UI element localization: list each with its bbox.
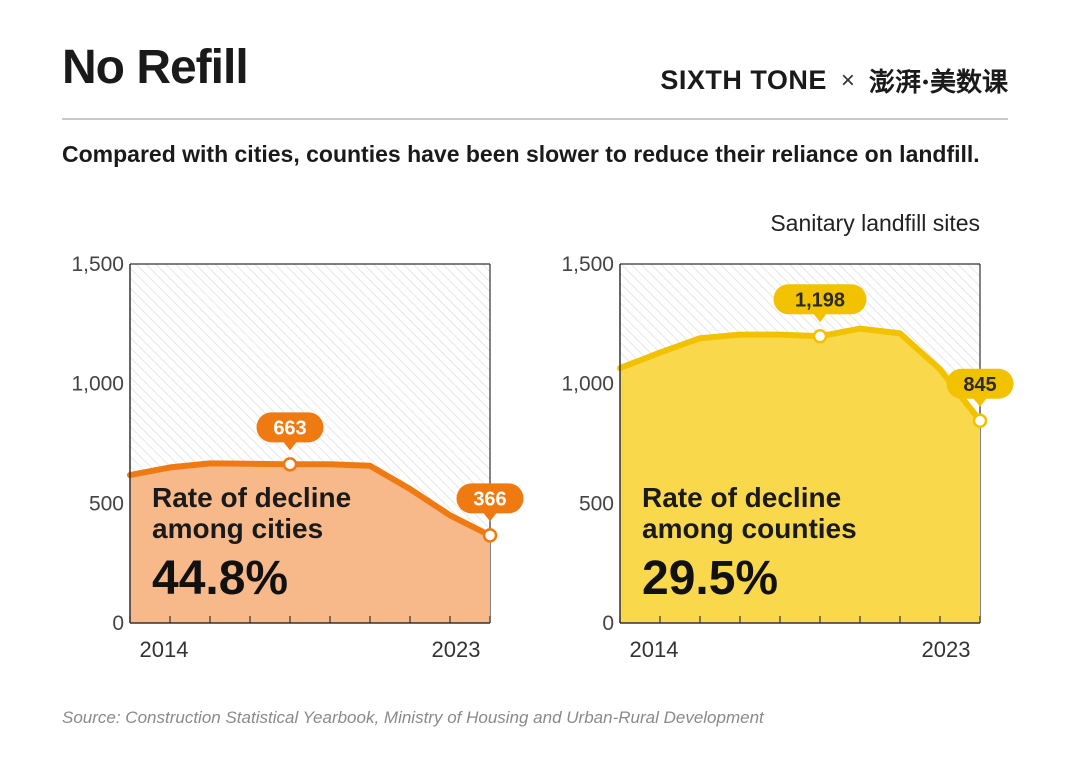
counties-y-tick-label: 0 [602,612,614,635]
cities-callout-label: 366 [473,488,506,510]
counties-series-line [617,325,983,424]
counties-annotation-line-2: among counties [642,513,857,544]
counties-highlight-point [972,413,988,429]
unit-label: Sanitary landfill sites [770,210,980,236]
counties-annotation-line-1: Rate of decline [642,482,841,513]
collaboration-sign: × [840,66,855,94]
counties-x-tick-label-start: 2014 [630,637,679,662]
counties-x-tick-label-end: 2023 [922,637,971,662]
cities-callout-box [256,412,324,443]
the-paper-logo: 澎湃·美数课 [868,68,1008,98]
cities-y-tick-label: 500 [89,492,124,515]
cities-x-tick-label-start: 2014 [140,637,189,662]
counties-callout-label: 845 [963,374,996,396]
cities-callout-pointer [283,441,297,451]
cities-series-line [127,460,493,539]
counties-callout-pointer [813,313,827,323]
cities-y-tick-label: 1,500 [71,253,124,276]
counties-y-tick-label: 1,000 [561,373,614,396]
sixth-tone-logo: SIXTH TONE [660,65,827,95]
cities-callout-label: 663 [273,417,306,439]
cities-x-tick-label-end: 2023 [432,637,481,662]
cities-annotation-line-1: Rate of decline [152,482,351,513]
cities-highlight-point [282,457,298,472]
header-divider [62,118,1008,120]
counties-highlight-point [812,329,828,344]
charts-canvas: 0 500 1,000 1,500 2014 2023 663 366 Rate of decl… [71,253,1014,662]
counties-annotation-value: 29.5% [642,552,778,605]
cities-callout-box [456,483,524,514]
cities-annotation-value: 44.8% [152,552,288,605]
cities-y-tick-label: 0 [112,612,124,635]
counties-area-fill [620,328,980,623]
chart-title: No Refill [62,41,249,94]
cities-y-tick-label: 1,000 [71,373,124,396]
counties-callout-label: 1,198 [795,289,845,311]
chart-subtitle: Compared with cities, counties have been… [62,141,980,167]
counties-callout-pointer [973,397,987,407]
cities-area-fill [130,463,490,623]
counties-y-tick-label: 500 [579,492,614,515]
cities-highlight-point [482,528,498,543]
cities-annotation-line-2: among cities [152,513,323,544]
source-note: Source: Construction Statistical Yearboo… [62,708,764,727]
counties-callout-box [946,368,1014,399]
counties-y-tick-label: 1,500 [561,253,614,276]
brand-logos: SIXTH TONE × 澎湃·美数课 [660,62,1008,99]
counties-callout-box [773,284,867,315]
cities-callout-pointer [483,512,497,522]
